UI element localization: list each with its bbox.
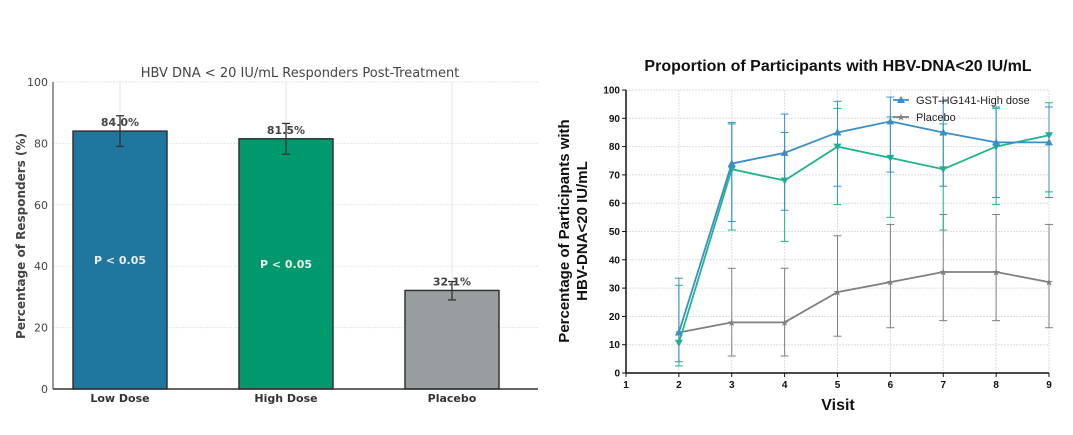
- bar-chart-y-label: Percentage of Responders (%): [14, 133, 28, 339]
- data-point: ★: [939, 267, 948, 278]
- y-tick-label: 60: [609, 199, 621, 210]
- x-tick-label: 1: [623, 380, 629, 391]
- data-label: 81.5%: [267, 124, 305, 137]
- x-tick-label: High Dose: [254, 392, 317, 405]
- y-tick-label: 20: [609, 312, 621, 323]
- bar: [238, 138, 334, 390]
- data-point: [727, 159, 736, 167]
- data-point: [674, 328, 683, 336]
- data-point: ★: [897, 113, 906, 124]
- x-tick-label: 3: [729, 380, 735, 391]
- y-tick-label: 80: [609, 142, 621, 153]
- y-tick-label: 70: [609, 170, 621, 181]
- y-tick-label: 0: [41, 383, 48, 396]
- data-label: 32.1%: [433, 275, 471, 288]
- p-value-annotation: P < 0.05: [94, 254, 146, 267]
- y-tick-label: 90: [609, 114, 621, 125]
- p-value-annotation: P < 0.05: [260, 258, 312, 271]
- series-line: [678, 134, 1050, 343]
- x-tick-label: Placebo: [428, 392, 477, 405]
- line-chart-x-label: Visit: [821, 397, 855, 414]
- y-tick-label: 10: [609, 340, 621, 351]
- y-tick-label: 50: [609, 227, 621, 238]
- y-tick-label: 60: [34, 199, 48, 212]
- line-chart-y-label-line2: HBV-DNA<20 IU/mL: [574, 161, 591, 301]
- data-point: ★: [886, 278, 895, 289]
- x-tick-label: 6: [888, 380, 894, 391]
- data-point: ★: [992, 267, 1001, 278]
- x-tick-label: Low Dose: [90, 392, 149, 405]
- data-point: ★: [1045, 278, 1054, 289]
- data-point: ★: [780, 318, 789, 329]
- bar-chart-title: HBV DNA < 20 IU/mL Responders Post-Treat…: [141, 66, 460, 81]
- x-tick-label: 7: [940, 380, 946, 391]
- data-point: [780, 148, 789, 156]
- data-point: ★: [727, 318, 736, 329]
- x-tick-label: 4: [782, 380, 788, 391]
- y-tick-label: 100: [603, 86, 620, 97]
- y-tick-label: 20: [34, 322, 48, 335]
- y-tick-label: 30: [609, 284, 621, 295]
- y-tick-label: 80: [34, 137, 48, 150]
- y-tick-label: 40: [34, 260, 48, 273]
- data-point: [886, 117, 895, 125]
- bar: [72, 130, 168, 390]
- y-tick-label: 0: [614, 369, 620, 380]
- x-tick-label: 9: [1046, 380, 1052, 391]
- data-point: ★: [833, 288, 842, 299]
- bar: [404, 289, 500, 390]
- legend-label: GST-HG141-High dose: [916, 95, 1030, 107]
- y-tick-label: 40: [609, 255, 621, 266]
- data-point: [939, 128, 948, 136]
- line-chart: Proportion of Participants with HBV-DNA<…: [556, 58, 1054, 414]
- legend-label: Placebo: [916, 112, 956, 124]
- bar-chart: HBV DNA < 20 IU/mL Responders Post-Treat…: [14, 66, 538, 405]
- data-point: [833, 128, 842, 136]
- line-chart-y-label-line1: Percentage of Participants with: [556, 119, 573, 342]
- y-tick-label: 100: [27, 76, 48, 89]
- data-point: [1045, 138, 1053, 146]
- data-point: [897, 96, 905, 103]
- series-line: [678, 271, 1050, 334]
- data-label: 84.0%: [101, 116, 139, 129]
- data-point: [992, 138, 1001, 146]
- x-tick-label: 5: [835, 380, 841, 391]
- series-line: [678, 120, 1049, 333]
- x-tick-label: 8: [993, 380, 999, 391]
- line-chart-title: Proportion of Participants with HBV-DNA<…: [644, 58, 1031, 75]
- x-tick-label: 2: [676, 380, 682, 391]
